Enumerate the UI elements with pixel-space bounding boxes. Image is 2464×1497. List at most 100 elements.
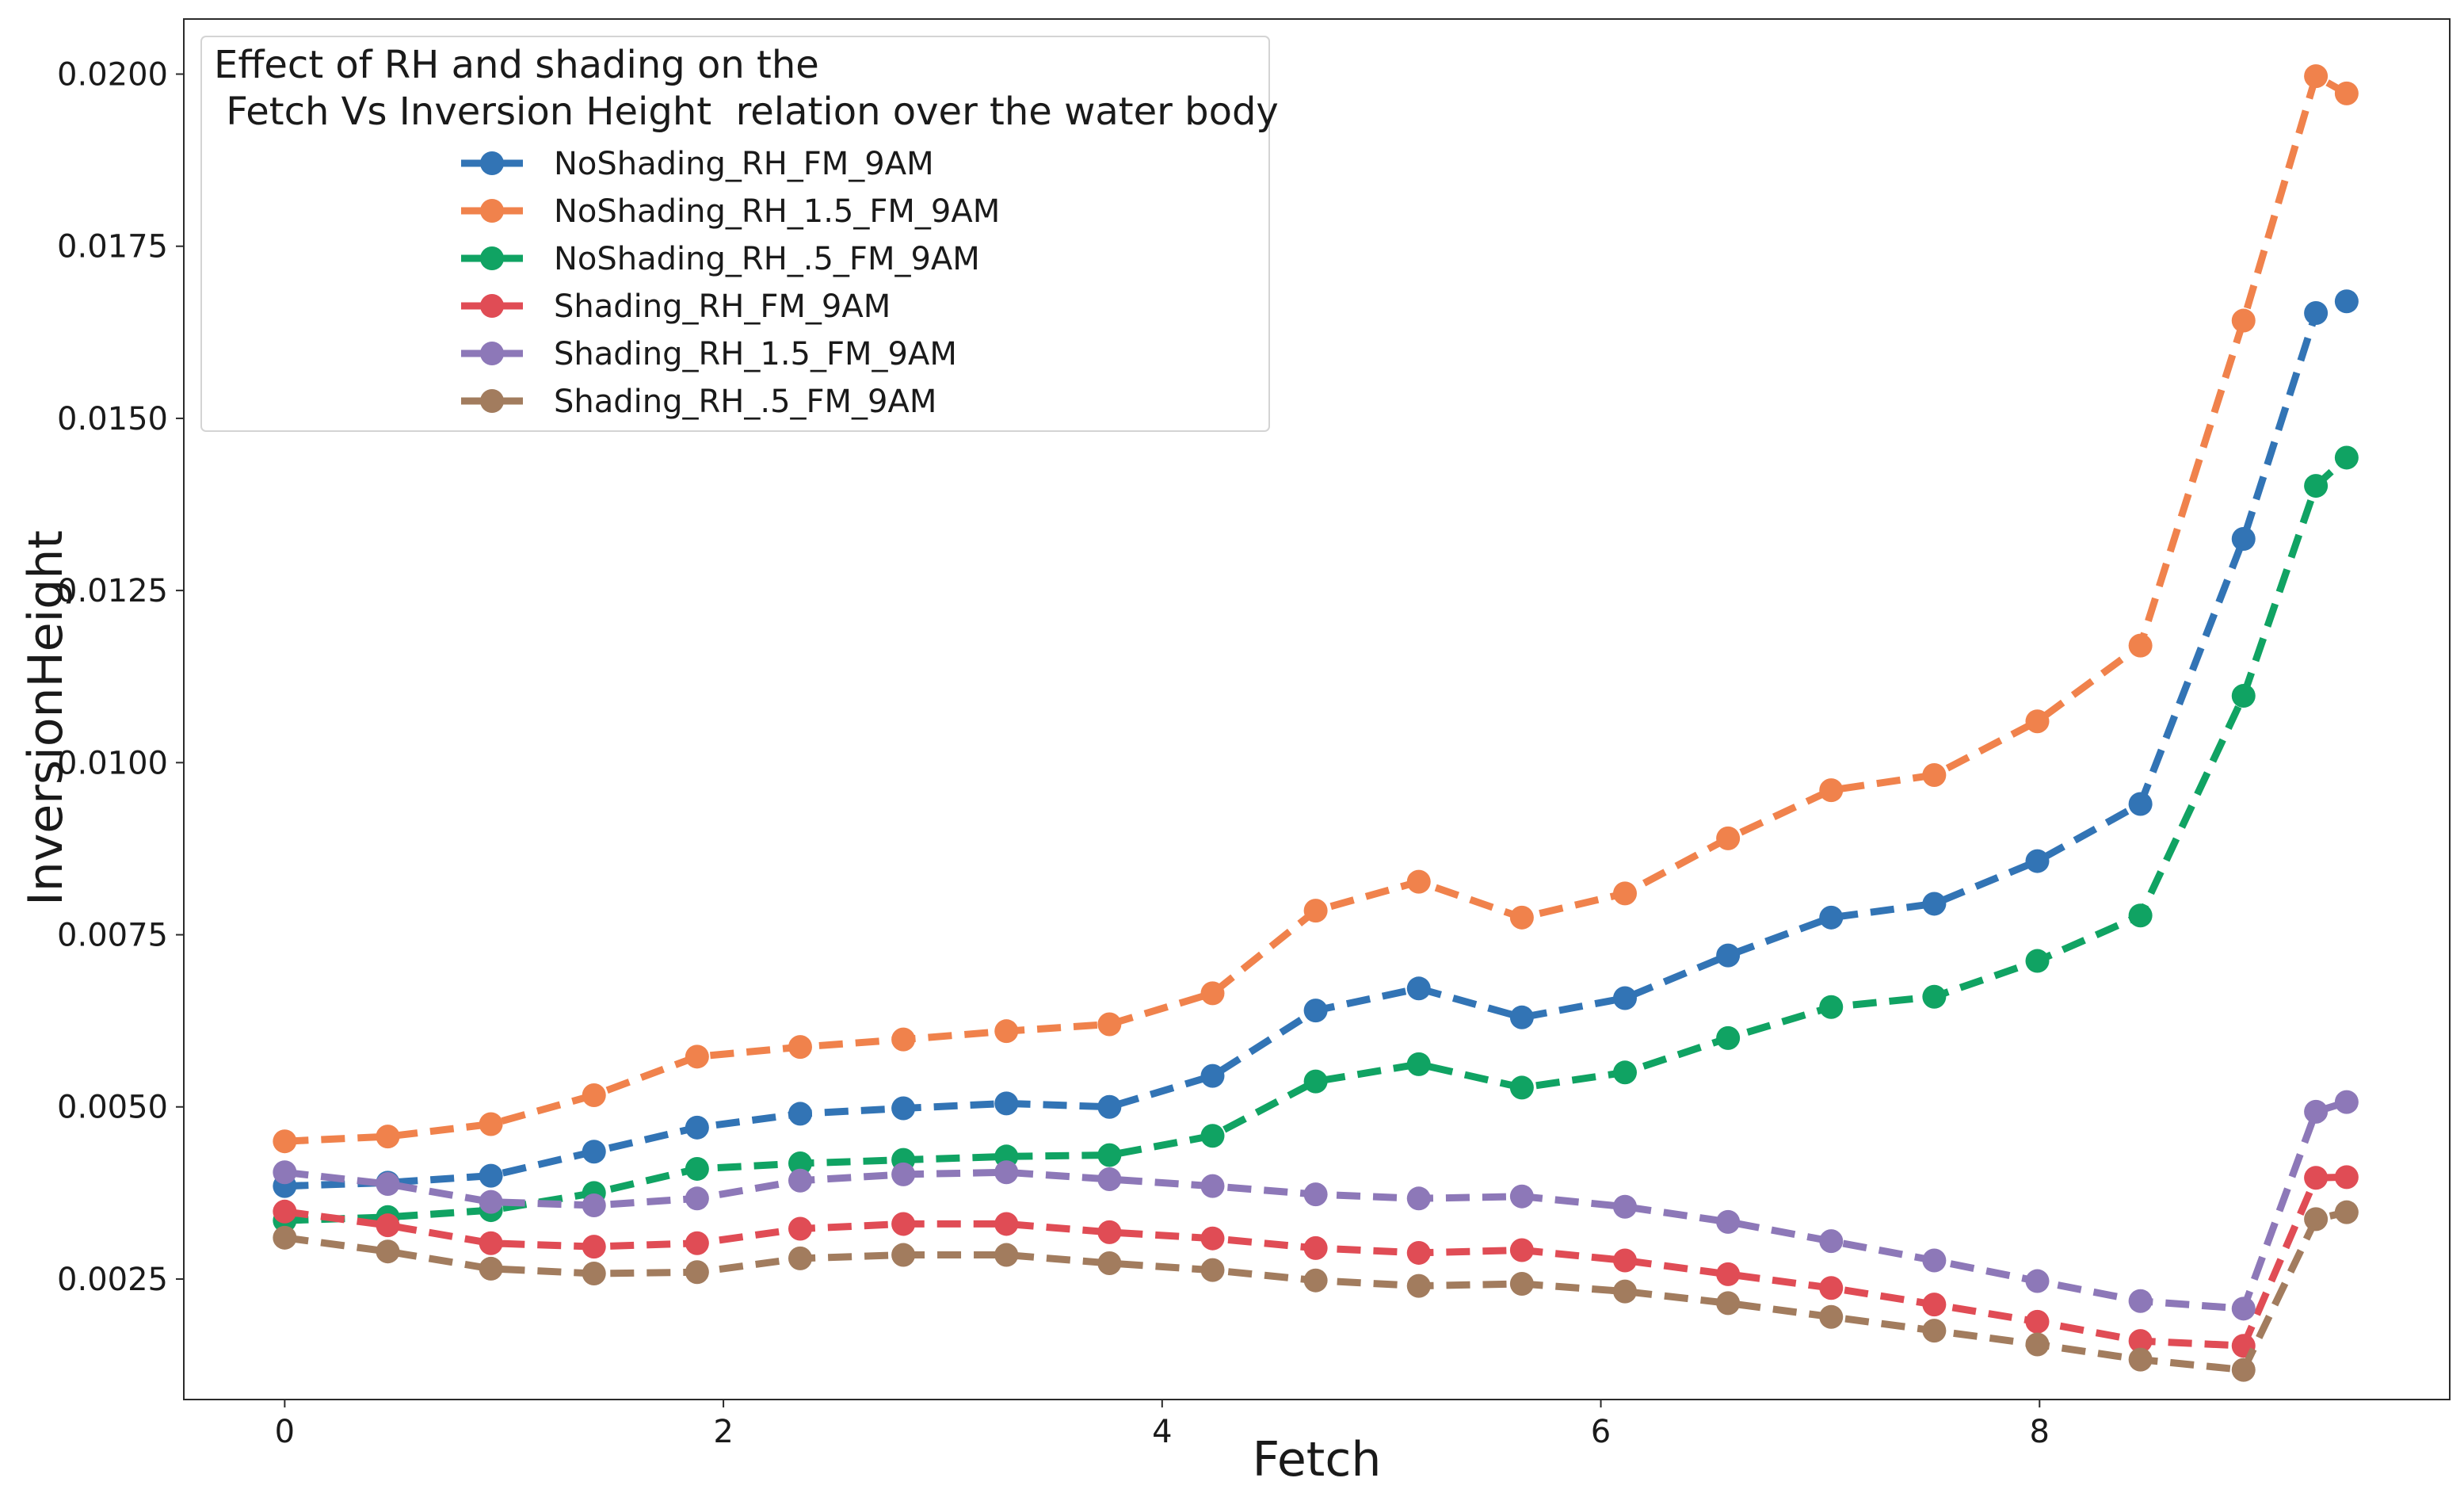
data-point — [1509, 1238, 1534, 1262]
y-tick-label: 0.0200 — [57, 57, 168, 94]
data-point — [1612, 881, 1637, 906]
legend-entry: NoShading_RH_FM_9AM — [461, 146, 934, 182]
data-point — [891, 1096, 916, 1121]
data-point — [1509, 1005, 1534, 1029]
data-point — [1406, 1240, 1431, 1265]
data-point — [994, 1212, 1019, 1236]
data-point — [1406, 1274, 1431, 1298]
data-point — [376, 1239, 400, 1264]
data-point — [1097, 1012, 1122, 1037]
data-point — [1819, 778, 1844, 803]
legend-label: NoShading_RH_1.5_FM_9AM — [554, 193, 1000, 230]
data-point — [994, 1243, 1019, 1267]
data-point — [1612, 1248, 1637, 1273]
x-axis: 0 2 4 6 8 — [275, 1400, 2050, 1450]
series-Shading_RH_FM_9AM — [273, 1165, 2359, 1358]
legend-marker — [480, 294, 504, 318]
legend-marker — [480, 246, 504, 270]
data-point — [1303, 899, 1328, 923]
data-point — [1097, 1220, 1122, 1244]
legend-title-line2: Fetch Vs Inversion Height relation over … — [214, 90, 1279, 134]
series-NoShading_RH_.5_FM_9AM — [273, 445, 2359, 1233]
data-point — [788, 1246, 812, 1270]
data-point — [1200, 1226, 1225, 1251]
legend-marker — [480, 151, 504, 175]
legend-label: NoShading_RH_FM_9AM — [554, 146, 934, 182]
x-tick-label: 0 — [275, 1414, 295, 1450]
data-point — [582, 1235, 606, 1259]
legend-marker — [480, 389, 504, 413]
data-point — [2304, 1166, 2329, 1190]
data-point — [1509, 905, 1534, 930]
data-point — [2025, 1269, 2050, 1293]
data-point — [2231, 308, 2256, 333]
x-tick-label: 2 — [713, 1414, 733, 1450]
data-point — [1922, 984, 1947, 1009]
y-tick-label: 0.0025 — [57, 1262, 168, 1298]
data-point — [1303, 1182, 1328, 1207]
data-point — [1612, 986, 1637, 1010]
data-point — [1819, 905, 1844, 930]
data-point — [2128, 1329, 2153, 1354]
data-point — [273, 1199, 297, 1224]
series-NoShading_RH_FM_9AM — [273, 289, 2359, 1198]
data-point — [1303, 1069, 1328, 1094]
data-point — [685, 1186, 709, 1211]
legend-marker — [480, 342, 504, 365]
data-point — [788, 1216, 812, 1241]
y-tick-label: 0.0075 — [57, 918, 168, 954]
data-point — [1819, 995, 1844, 1019]
legend-entries: NoShading_RH_FM_9AM NoShading_RH_1.5_FM_9… — [461, 146, 1000, 420]
data-point — [1303, 1235, 1328, 1260]
data-point — [2304, 1207, 2329, 1232]
data-point — [1716, 1262, 1741, 1286]
data-point — [1922, 762, 1947, 787]
data-point — [2025, 709, 2050, 734]
data-point — [2128, 633, 2153, 658]
legend-entry: NoShading_RH_1.5_FM_9AM — [461, 193, 1000, 230]
data-point — [1612, 1060, 1637, 1085]
data-point — [1509, 1075, 1534, 1100]
data-point — [1509, 1184, 1534, 1209]
data-point — [582, 1193, 606, 1217]
data-point — [1200, 981, 1225, 1006]
legend-label: NoShading_RH_.5_FM_9AM — [554, 241, 980, 277]
data-point — [1716, 1025, 1741, 1050]
legend-label: Shading_RH_FM_9AM — [554, 288, 891, 325]
data-point — [1406, 869, 1431, 894]
data-point — [994, 1160, 1019, 1185]
data-point — [479, 1231, 503, 1255]
legend-marker — [480, 199, 504, 223]
data-point — [788, 1168, 812, 1193]
x-tick-label: 4 — [1152, 1414, 1172, 1450]
data-point — [2304, 64, 2329, 89]
data-point — [1716, 1209, 1741, 1234]
data-point — [1922, 1319, 1947, 1343]
data-point — [1612, 1279, 1637, 1304]
data-point — [1922, 892, 1947, 916]
data-point — [1406, 1186, 1431, 1211]
data-point — [1922, 1293, 1947, 1317]
data-point — [1612, 1194, 1637, 1219]
data-point — [2231, 684, 2256, 708]
data-point — [2304, 1099, 2329, 1124]
data-point — [1819, 1304, 1844, 1329]
data-point — [685, 1156, 709, 1181]
data-point — [685, 1115, 709, 1140]
data-point — [1716, 826, 1741, 850]
series-layer — [273, 64, 2359, 1382]
data-point — [479, 1190, 503, 1214]
data-point — [1509, 1272, 1534, 1297]
legend-label: Shading_RH_.5_FM_9AM — [554, 384, 936, 420]
data-point — [2334, 1165, 2359, 1190]
data-point — [1303, 1268, 1328, 1293]
plot-frame — [183, 18, 2451, 1400]
data-point — [891, 1243, 916, 1267]
data-point — [1200, 1124, 1225, 1148]
data-point — [479, 1163, 503, 1188]
legend-entry: Shading_RH_FM_9AM — [461, 288, 891, 325]
data-point — [2025, 1309, 2050, 1334]
data-point — [2231, 526, 2256, 551]
y-axis: 0.0025 0.0050 0.0075 0.0100 0.0125 0.0150 0.01… — [57, 57, 184, 1298]
